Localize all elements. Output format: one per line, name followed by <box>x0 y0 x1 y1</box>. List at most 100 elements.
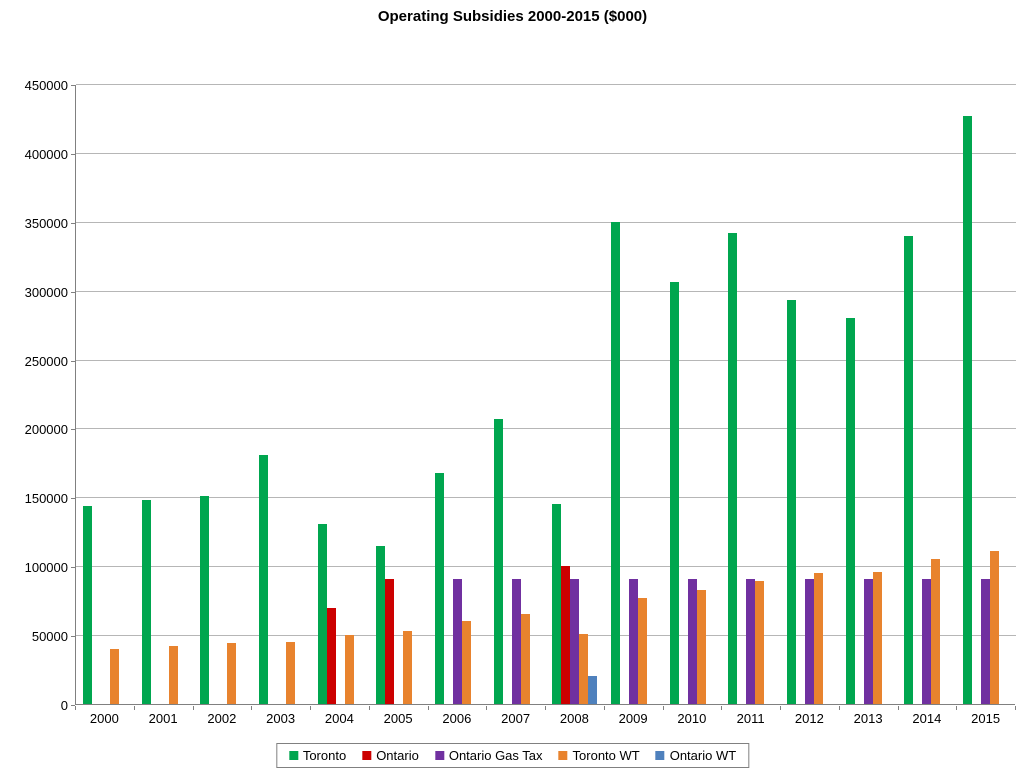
x-axis-tick-label: 2013 <box>853 711 883 726</box>
legend-item-toronto-wt: Toronto WT <box>558 748 640 763</box>
bar-toronto-wt-2009 <box>638 598 648 704</box>
x-axis-tick-label: 2015 <box>971 711 1001 726</box>
x-axis-tick <box>721 706 722 710</box>
bar-group-2012 <box>780 85 839 704</box>
bar-toronto-wt-2004 <box>344 635 354 704</box>
y-axis-tick <box>71 153 75 155</box>
y-axis-tick-label: 50000 <box>31 629 68 645</box>
y-axis-tick <box>71 567 75 569</box>
gridline <box>76 635 1016 637</box>
bar-ontario-gas-tax-2010 <box>687 579 697 704</box>
bar-toronto-2006 <box>434 473 444 704</box>
x-axis-tick <box>956 706 957 710</box>
y-axis-tick <box>71 360 75 362</box>
bar-group-2011 <box>722 85 781 704</box>
bar-ontario-gas-tax-2006 <box>452 579 462 704</box>
x-axis-tick-label: 2011 <box>736 711 765 726</box>
x-axis-tick-label: 2007 <box>501 711 531 726</box>
bar-toronto-2008 <box>552 504 562 704</box>
gridline <box>76 497 1016 499</box>
bar-toronto-2011 <box>728 233 738 704</box>
bar-group-2000 <box>76 85 135 704</box>
bar-toronto-wt-2015 <box>990 551 1000 704</box>
x-axis-tick-label: 2001 <box>148 711 178 726</box>
gridline <box>76 221 1016 223</box>
x-axis-tick-label: 2008 <box>559 711 589 726</box>
legend-item-ontario-gas-tax: Ontario Gas Tax <box>434 748 543 763</box>
bar-group-2005 <box>369 85 428 704</box>
bar-toronto-wt-2005 <box>403 631 413 704</box>
bar-ontario-2004 <box>326 608 336 704</box>
bar-group-2010 <box>663 85 722 704</box>
y-axis-tick <box>71 636 75 638</box>
x-axis-tick <box>134 706 135 710</box>
legend-label: Toronto <box>302 748 347 763</box>
bar-toronto-wt-2013 <box>872 572 882 704</box>
bar-ontario-gas-tax-2007 <box>511 579 521 704</box>
bar-group-2003 <box>252 85 311 704</box>
bar-toronto-2012 <box>787 300 797 704</box>
legend-item-toronto: Toronto <box>288 748 347 763</box>
bar-toronto-2015 <box>963 116 973 704</box>
y-axis-tick <box>71 222 75 224</box>
x-axis-tick-label: 2002 <box>207 711 237 726</box>
plot-area <box>75 84 1016 705</box>
bar-toronto-2013 <box>845 318 855 704</box>
bar-ontario-wt-2008 <box>588 676 598 704</box>
x-axis-tick-label: 2010 <box>677 711 707 726</box>
y-axis: 0 50000 100000 150000 200000 250000 300000 3500… <box>0 0 68 775</box>
bar-ontario-gas-tax-2008 <box>570 579 580 704</box>
legend-marker-toronto <box>288 751 298 760</box>
y-axis-tick-label: 400000 <box>24 146 68 162</box>
bar-group-2004 <box>311 85 370 704</box>
x-axis-tick-label: 2006 <box>442 711 472 726</box>
bar-toronto-wt-2014 <box>931 559 941 704</box>
y-axis-tick-label: 250000 <box>24 353 68 369</box>
x-axis-tick <box>898 706 899 710</box>
x-axis-tick <box>310 706 311 710</box>
bar-group-2007 <box>487 85 546 704</box>
bar-group-2006 <box>428 85 487 704</box>
legend-marker-ontario-gas-tax <box>434 751 444 760</box>
bar-group-2014 <box>898 85 957 704</box>
bar-group-2009 <box>604 85 663 704</box>
bar-toronto-wt-2012 <box>814 573 824 704</box>
x-axis-tick <box>193 706 194 710</box>
bar-ontario-gas-tax-2013 <box>863 579 873 704</box>
x-axis-tick <box>251 706 252 710</box>
bar-toronto-wt-2007 <box>520 614 530 704</box>
x-axis-tick <box>780 706 781 710</box>
y-axis-tick-label: 0 <box>60 698 68 713</box>
bar-ontario-2005 <box>385 579 395 704</box>
bar-ontario-2008 <box>561 566 571 704</box>
bar-toronto-2007 <box>493 419 503 704</box>
bar-ontario-gas-tax-2011 <box>746 579 756 704</box>
bar-toronto-wt-2010 <box>696 590 706 704</box>
bar-toronto-2002 <box>200 496 210 704</box>
x-axis-tick <box>839 706 840 710</box>
y-axis-tick-label: 300000 <box>24 284 68 300</box>
bar-toronto-wt-2003 <box>285 642 295 704</box>
chart-title: Operating Subsidies 2000-2015 ($000) <box>377 8 648 25</box>
legend-label: Toronto WT <box>572 748 640 763</box>
legend-label: Ontario <box>376 748 419 763</box>
x-axis: 2000 2001 2002 2003 2004 2005 2006 2007 2008 2009… <box>75 711 1015 726</box>
bar-toronto-wt-2001 <box>168 646 178 704</box>
legend-marker-ontario <box>362 751 372 760</box>
bar-toronto-wt-2000 <box>109 649 119 704</box>
x-axis-tick-label: 2004 <box>324 711 354 726</box>
bar-group-2013 <box>839 85 898 704</box>
x-axis-tick-label: 2012 <box>794 711 824 726</box>
y-axis-tick-label: 150000 <box>24 491 68 507</box>
x-axis-tick-label: 2014 <box>912 711 942 726</box>
gridline <box>76 84 1016 85</box>
y-axis-tick-label: 350000 <box>24 215 68 231</box>
legend: Toronto Ontario Ontario Gas Tax Toronto WT O… <box>275 743 750 768</box>
x-axis-tick <box>486 706 487 710</box>
y-axis-tick <box>71 498 75 500</box>
legend-item-ontario: Ontario <box>362 748 419 763</box>
gridline <box>76 566 1016 568</box>
y-axis-tick <box>71 291 75 293</box>
gridline <box>76 428 1016 430</box>
